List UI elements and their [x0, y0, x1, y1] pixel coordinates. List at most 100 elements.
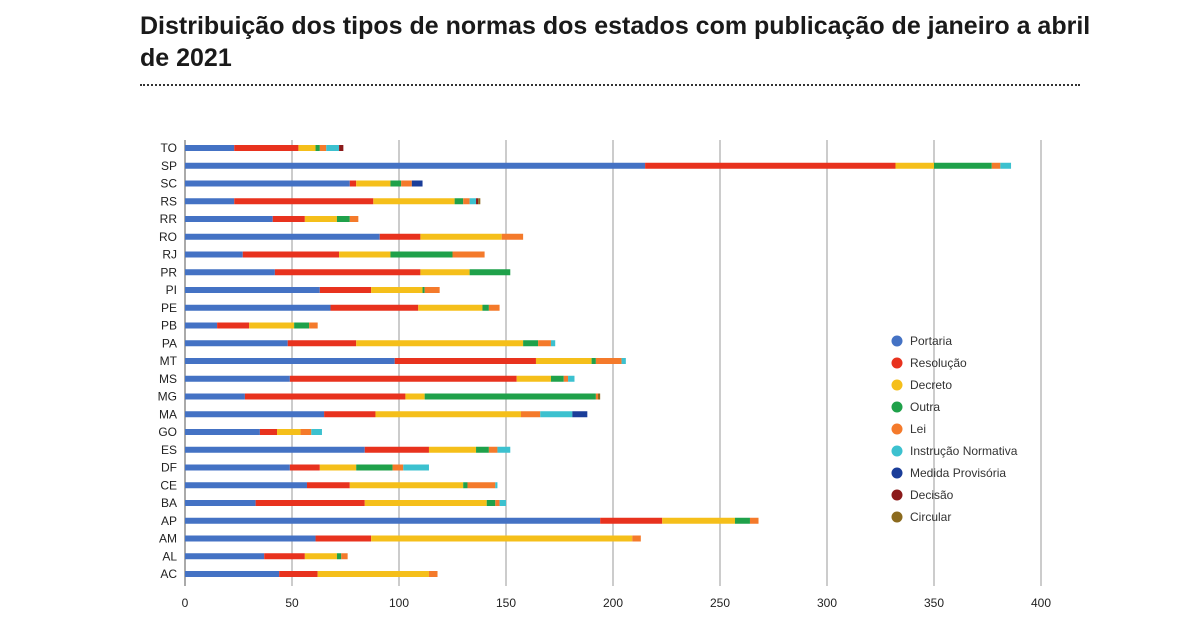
bar-sp-lei — [991, 162, 1001, 169]
x-tick-label: 300 — [817, 596, 837, 610]
bar-pr-decreto — [420, 269, 470, 276]
bar-rr-outra — [336, 216, 350, 222]
bar-ba-portaria — [185, 500, 256, 506]
bar-rr-decreto — [304, 216, 337, 222]
bar-rr-resolução — [272, 216, 305, 222]
bar-pa-decreto — [356, 340, 524, 347]
x-tick-label: 200 — [603, 596, 623, 610]
bar-ce-resolução — [306, 482, 350, 489]
bar-ms-lei — [563, 375, 569, 382]
bar-pe-decreto — [418, 304, 483, 311]
bar-go-portaria — [185, 429, 260, 435]
category-label-rr: RR — [160, 212, 178, 226]
x-tick-label: 400 — [1031, 596, 1051, 610]
bar-am-lei — [632, 535, 641, 542]
bar-rs-instrução-normativa — [469, 198, 477, 205]
bar-ro-lei — [501, 233, 524, 240]
bar-al-resolução — [264, 553, 305, 560]
bar-rj-lei — [452, 251, 485, 258]
legend-label: Resolução — [910, 356, 967, 370]
bar-rs-outra — [454, 198, 464, 205]
category-label-al: AL — [162, 549, 177, 563]
bar-go-lei — [300, 429, 312, 435]
bar-ap-decreto — [662, 517, 735, 524]
bar-pe-outra — [482, 304, 489, 311]
bar-al-outra — [336, 553, 342, 560]
legend-marker — [891, 423, 903, 435]
bar-ba-outra — [486, 500, 496, 506]
bar-rs-lei — [463, 198, 470, 205]
bar-sp-decreto — [895, 162, 934, 169]
legend-marker — [891, 357, 903, 369]
category-label-mg: MG — [158, 390, 177, 404]
bar-pa-instrução-normativa — [550, 340, 556, 347]
bar-pa-resolução — [287, 340, 357, 347]
legend-marker — [891, 379, 903, 391]
bar-sc-resolução — [349, 180, 357, 187]
bar-pi-lei — [424, 287, 440, 293]
category-label-am: AM — [159, 532, 177, 546]
bar-df-resolução — [289, 464, 320, 471]
x-tick-label: 100 — [389, 596, 409, 610]
bar-pr-resolução — [274, 269, 421, 276]
category-label-pr: PR — [160, 265, 177, 279]
bar-ba-decreto — [364, 500, 487, 506]
category-label-ms: MS — [159, 372, 177, 386]
legend-label: Outra — [910, 400, 940, 414]
legend-marker — [891, 335, 903, 347]
bar-rs-decisão — [476, 198, 479, 205]
bar-go-decreto — [277, 429, 301, 435]
bar-al-portaria — [185, 553, 265, 560]
bar-mt-portaria — [185, 358, 395, 364]
bar-es-outra — [476, 446, 489, 453]
bar-ce-instrução-normativa — [495, 482, 498, 489]
bar-ms-resolução — [289, 375, 517, 382]
legend-marker — [891, 445, 903, 457]
bar-sc-decreto — [356, 180, 391, 187]
bar-rs-decreto — [373, 198, 455, 205]
bar-ma-decreto — [375, 411, 521, 418]
bar-ce-portaria — [185, 482, 307, 489]
x-tick-label: 0 — [182, 596, 189, 610]
bar-rj-decreto — [339, 251, 391, 258]
bar-al-lei — [341, 553, 348, 560]
bar-sc-outra — [390, 180, 402, 187]
x-tick-label: 150 — [496, 596, 516, 610]
category-label-df: DF — [161, 461, 177, 475]
bar-ac-decreto — [317, 571, 429, 577]
bar-ap-portaria — [185, 517, 601, 524]
category-label-ac: AC — [160, 567, 177, 581]
bar-pb-outra — [294, 322, 310, 329]
bar-ma-medida-provisória — [572, 411, 588, 418]
bar-df-portaria — [185, 464, 290, 471]
bar-pb-lei — [309, 322, 318, 329]
bar-mg-resolução — [244, 393, 406, 400]
bar-ba-resolução — [255, 500, 365, 506]
legend-marker — [891, 489, 903, 501]
bar-mt-resolução — [394, 358, 536, 364]
bar-es-resolução — [364, 446, 429, 453]
bar-ro-decreto — [420, 233, 502, 240]
bar-ce-outra — [463, 482, 468, 489]
bar-am-decreto — [371, 535, 633, 542]
bar-ro-resolução — [379, 233, 421, 240]
bar-pa-lei — [538, 340, 551, 347]
category-label-ap: AP — [161, 514, 177, 528]
bar-ms-instrução-normativa — [568, 375, 575, 382]
bar-sp-instrução-normativa — [1000, 162, 1012, 169]
category-label-to: TO — [161, 141, 177, 155]
category-label-sc: SC — [160, 177, 177, 191]
legend-marker — [891, 511, 903, 523]
bar-rj-portaria — [185, 251, 243, 258]
bar-am-resolução — [315, 535, 372, 542]
bar-df-instrução-normativa — [403, 464, 429, 471]
bar-ma-instrução-normativa — [540, 411, 573, 418]
legend-label: Medida Provisória — [910, 466, 1006, 480]
legend-label: Decreto — [910, 378, 952, 392]
legend-label: Instrução Normativa — [910, 444, 1018, 458]
bar-rj-outra — [390, 251, 453, 258]
category-label-pi: PI — [166, 283, 177, 297]
bar-to-resolução — [234, 145, 299, 151]
bar-mt-instrução-normativa — [621, 358, 626, 364]
bar-es-instrução-normativa — [497, 446, 511, 453]
